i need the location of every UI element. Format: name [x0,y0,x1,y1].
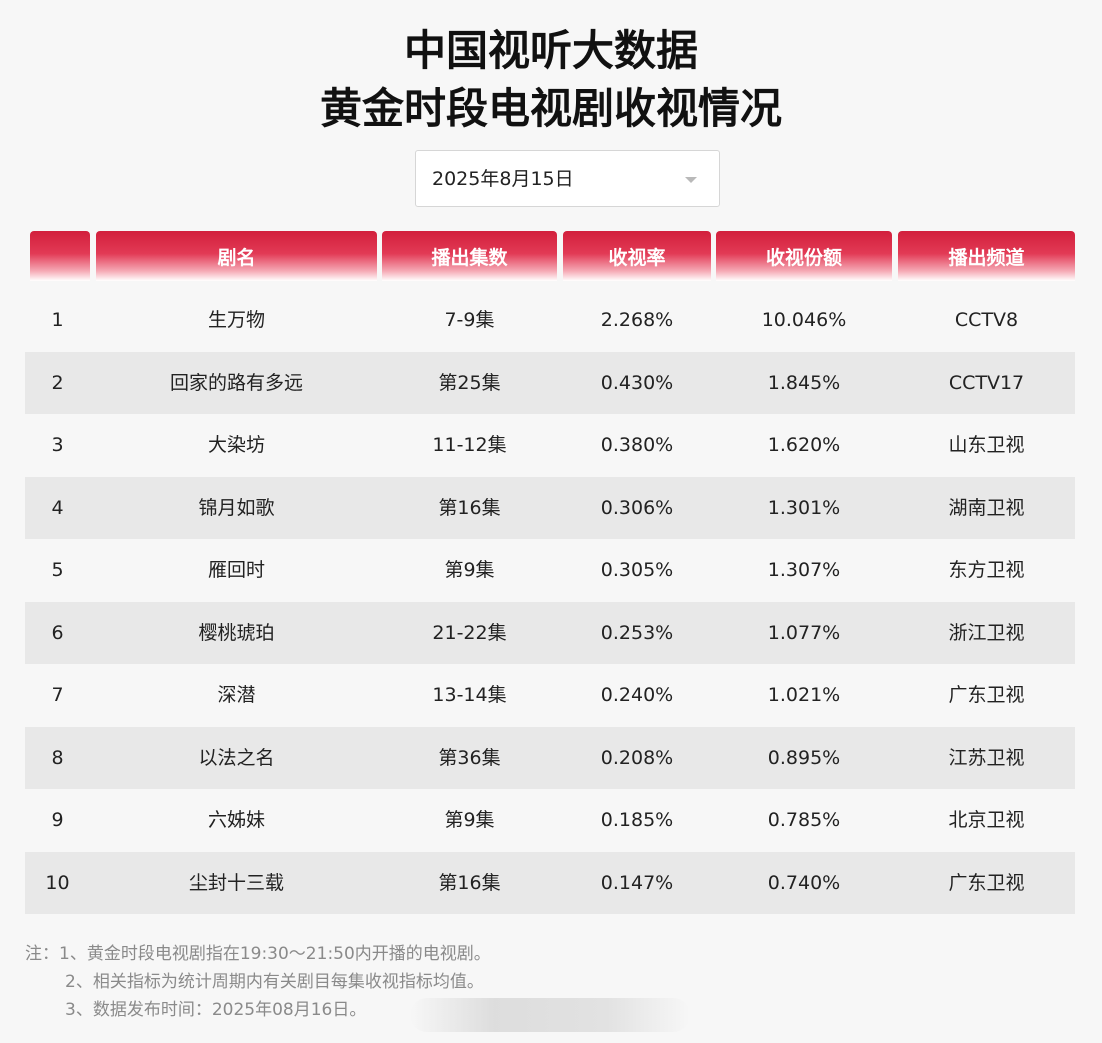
table-row: 3 大染坊 11-12集 0.380% 1.620% 山东卫视 [25,414,1075,477]
table-row: 6 樱桃琥珀 21-22集 0.253% 1.077% 浙江卫视 [25,601,1075,664]
cell-drama-name: 深潜 [217,684,256,706]
cell-drama-name: 雁回时 [207,559,265,581]
cell-channel: 湖南卫视 [948,496,1025,519]
table-row: 10 尘封十三载 第16集 0.147% 0.740% 广东卫视 [25,851,1075,914]
cell-drama-name: 以法之名 [198,746,275,769]
cell-rating: 0.253% [600,621,674,644]
cell-share: 0.740% [767,871,841,894]
cell-share: 1.307% [767,559,841,581]
cell-rating: 0.147% [600,871,674,894]
cell-channel: 广东卫视 [948,684,1025,706]
header-rank [30,231,90,281]
cell-drama-name: 樱桃琥珀 [198,621,275,644]
cell-share: 1.620% [767,434,841,456]
date-select-value: 2025年8月15日 [432,168,574,190]
cell-channel: 浙江卫视 [948,621,1025,644]
cell-share: 10.046% [761,309,847,331]
cell-rank: 7 [51,684,64,706]
chevron-down-icon [685,177,697,183]
cell-share: 1.077% [767,621,841,644]
page-subtitle: 黄金时段电视剧收视情况 [319,84,782,133]
footnote-1: 注：1、黄金时段电视剧指在19:30～21:50内开播的电视剧。 [25,944,491,964]
cell-rank: 3 [51,434,64,456]
cell-rank: 10 [45,871,70,894]
table-row: 2 回家的路有多远 第25集 0.430% 1.845% CCTV17 [25,351,1075,414]
table-row: 9 六姊妹 第9集 0.185% 0.785% 北京卫视 [25,789,1075,852]
cell-share: 1.021% [767,684,841,706]
watermark [410,998,690,1032]
table-row: 1 生万物 7-9集 2.268% 10.046% CCTV8 [25,289,1075,352]
cell-channel: 北京卫视 [948,809,1025,831]
cell-rank: 2 [51,371,64,394]
table-row: 7 深潜 13-14集 0.240% 1.021% 广东卫视 [25,664,1075,727]
cell-drama-name: 生万物 [207,309,265,331]
footnote-2: 2、相关指标为统计周期内有关剧目每集收视指标均值。 [65,972,484,992]
cell-rating: 0.306% [600,496,674,519]
cell-rank: 8 [51,746,64,769]
cell-drama-name: 六姊妹 [207,809,265,831]
cell-episodes: 第9集 [444,809,495,831]
cell-episodes: 13-14集 [432,684,507,706]
cell-channel: 东方卫视 [948,559,1025,581]
cell-rank: 9 [51,809,64,831]
cell-rank: 5 [51,559,64,581]
cell-episodes: 21-22集 [432,621,507,644]
cell-episodes: 第16集 [438,871,501,894]
table-body: 1 生万物 7-9集 2.268% 10.046% CCTV8 2 回家的路有多… [25,289,1075,914]
cell-episodes: 7-9集 [444,309,495,331]
date-select[interactable]: 2025年8月15日 [415,150,720,207]
cell-channel: 江苏卫视 [948,746,1025,769]
table-header: 剧名 播出集数 收视率 收视份额 播出频道 [25,231,1075,281]
header-channel: 播出频道 [898,231,1075,281]
cell-drama-name: 尘封十三载 [188,871,284,894]
cell-rating: 0.185% [600,809,674,831]
cell-episodes: 第9集 [444,559,495,581]
cell-drama-name: 回家的路有多远 [169,371,303,394]
cell-rating: 0.305% [600,559,674,581]
cell-episodes: 第25集 [438,371,501,394]
cell-rating: 0.240% [600,684,674,706]
cell-episodes: 第16集 [438,496,501,519]
cell-rating: 0.430% [600,371,674,394]
cell-episodes: 第36集 [438,746,501,769]
cell-share: 1.845% [767,371,841,394]
cell-channel: CCTV8 [954,309,1019,331]
cell-channel: 山东卫视 [948,434,1025,456]
cell-drama-name: 大染坊 [207,434,265,456]
cell-channel: 广东卫视 [948,871,1025,894]
header-share: 收视份额 [716,231,892,281]
cell-rating: 2.268% [600,309,674,331]
cell-share: 0.785% [767,809,841,831]
cell-drama-name: 锦月如歌 [198,496,275,519]
cell-channel: CCTV17 [948,371,1025,394]
cell-share: 1.301% [767,496,841,519]
cell-rank: 1 [51,309,64,331]
table-row: 4 锦月如歌 第16集 0.306% 1.301% 湖南卫视 [25,476,1075,539]
table-row: 8 以法之名 第36集 0.208% 0.895% 江苏卫视 [25,726,1075,789]
cell-rating: 0.380% [600,434,674,456]
cell-share: 0.895% [767,746,841,769]
table-row: 5 雁回时 第9集 0.305% 1.307% 东方卫视 [25,539,1075,602]
header-drama-name: 剧名 [96,231,377,281]
footnotes: 注：1、黄金时段电视剧指在19:30～21:50内开播的电视剧。 2、相关指标为… [25,940,491,1024]
page-title: 中国视听大数据 [403,26,698,75]
footnote-3: 3、数据发布时间：2025年08月16日。 [65,1000,367,1020]
header-rating: 收视率 [563,231,711,281]
cell-episodes: 11-12集 [432,434,507,456]
cell-rating: 0.208% [600,746,674,769]
header-episodes: 播出集数 [382,231,557,281]
cell-rank: 6 [51,621,64,644]
cell-rank: 4 [51,496,64,519]
